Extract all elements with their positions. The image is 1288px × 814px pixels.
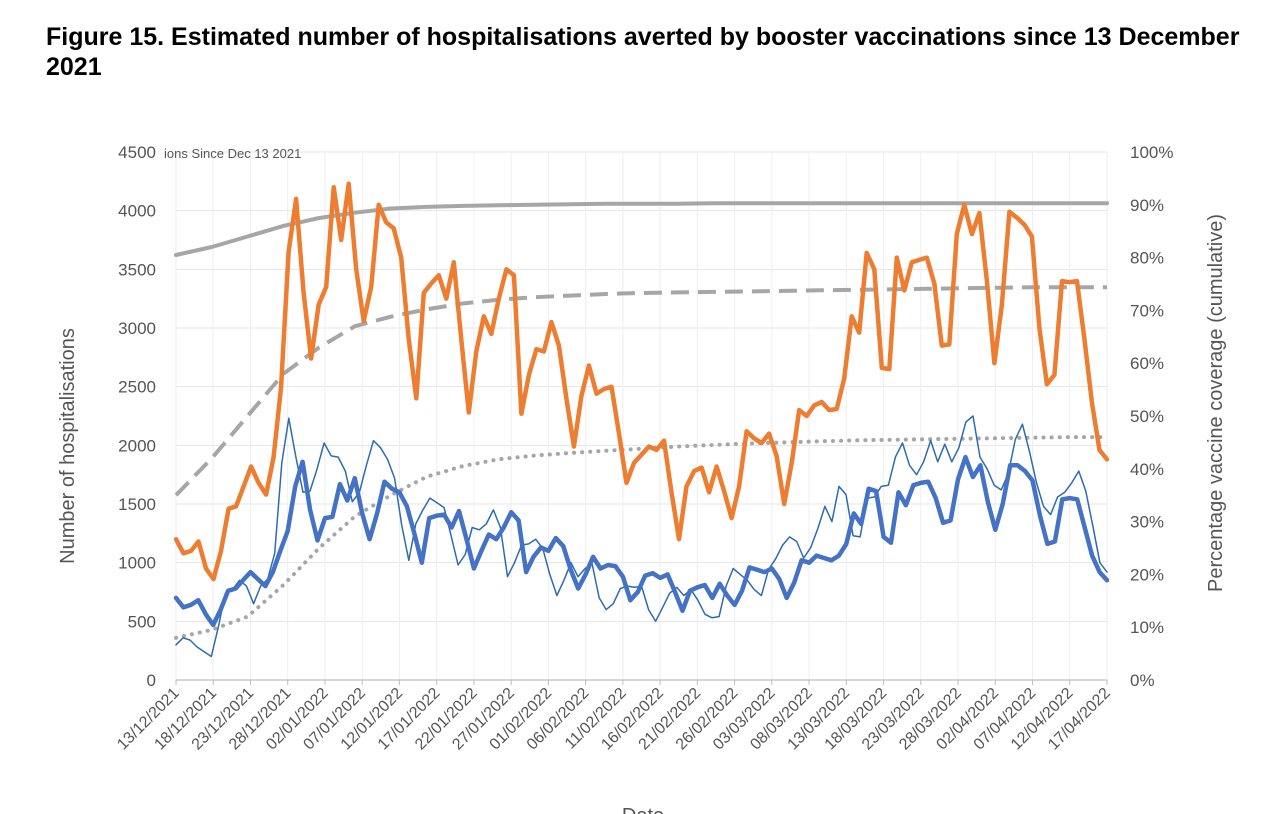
y-axis-label: Number of hospitalisations xyxy=(57,328,79,564)
y2-tick-label: 40% xyxy=(1130,460,1164,479)
y2-axis-label: Percentage vaccine coverage (cumulative) xyxy=(1205,214,1227,592)
left-axis-ticks: 0 500 1000 1500 2000 2500 3000 3500 4000 4500 xyxy=(118,143,156,690)
y2-tick-label: 100% xyxy=(1130,143,1173,162)
figure-title: Figure 15. Estimated number of hospitali… xyxy=(46,23,1240,81)
series-line-thick xyxy=(173,181,1110,582)
y2-tick-label: 90% xyxy=(1130,196,1164,215)
x-axis-label: Date xyxy=(622,805,664,814)
y2-tick-label: 10% xyxy=(1130,618,1164,637)
y-tick-label: 2500 xyxy=(118,378,156,397)
y-tick-label: 2000 xyxy=(118,436,156,455)
chart-title-fragment: ions Since Dec 13 2021 xyxy=(164,146,301,161)
y2-tick-label: 0% xyxy=(1130,671,1155,690)
y-tick-label: 1500 xyxy=(118,495,156,514)
y-tick-label: 3500 xyxy=(118,260,156,279)
x-axis-ticks: 13/12/202118/12/202123/12/202128/12/2021… xyxy=(114,680,1114,753)
y-tick-label: 3000 xyxy=(118,319,156,338)
grid xyxy=(175,151,1108,681)
y2-tick-label: 70% xyxy=(1130,301,1164,320)
series-lines xyxy=(173,181,1110,658)
right-axis-ticks: 0% 10% 20% 30% 40% 50% 60% 70% 80% 90% 100% xyxy=(1130,143,1173,690)
y-tick-label: 4000 xyxy=(118,202,156,221)
y2-tick-label: 60% xyxy=(1130,354,1164,373)
y-tick-label: 4500 xyxy=(118,143,156,162)
y2-tick-label: 80% xyxy=(1130,249,1164,268)
series-line-thick xyxy=(173,454,1110,628)
y-tick-label: 500 xyxy=(128,612,156,631)
y-tick-label: 0 xyxy=(147,671,156,690)
y2-tick-label: 20% xyxy=(1130,565,1164,584)
y2-tick-label: 50% xyxy=(1130,407,1164,426)
y2-tick-label: 30% xyxy=(1130,513,1164,532)
y-tick-label: 1000 xyxy=(118,554,156,573)
